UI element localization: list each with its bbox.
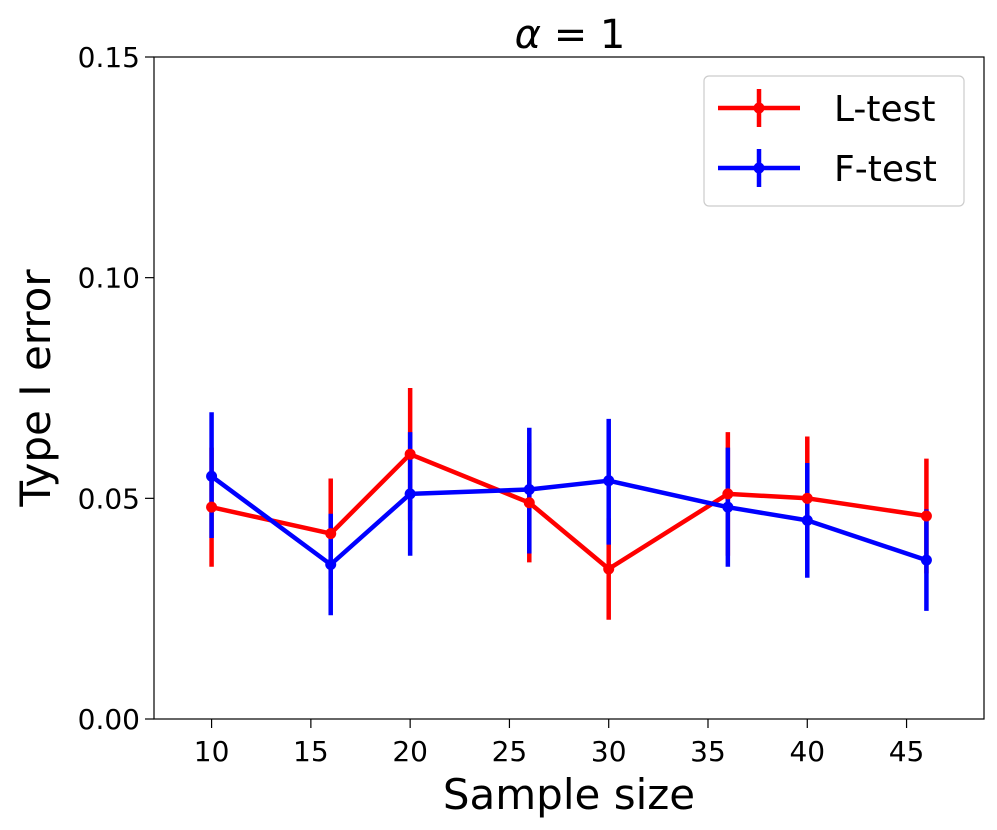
f-test-point [722, 501, 734, 513]
x-tick-label: 20 [392, 735, 428, 768]
x-tick-label: 40 [789, 735, 825, 768]
x-tick-label: 45 [889, 735, 925, 768]
f-test-line [210, 474, 928, 567]
title-rest: = 1 [541, 12, 625, 58]
legend-marker [753, 162, 765, 174]
x-tick-label: 35 [690, 735, 726, 768]
chart-title: α = 1 [515, 12, 626, 58]
f-test-point [603, 475, 615, 487]
y-axis: 0.00 0.05 0.10 0.15 [78, 41, 154, 736]
y-tick-label: 0.15 [78, 41, 140, 74]
f-test-point [920, 554, 932, 566]
series-layer [206, 388, 932, 620]
plot-area [153, 56, 985, 720]
title-symbol: α [515, 12, 541, 58]
l-test-point [722, 488, 734, 500]
l-test-point [523, 497, 535, 509]
f-test-point [206, 470, 218, 482]
l-test-point [404, 448, 416, 460]
f-test-point [801, 514, 813, 526]
l-test-point [920, 510, 932, 522]
x-tick-label: 10 [194, 735, 230, 768]
y-tick-label: 0.00 [78, 703, 140, 736]
y-axis-label: Type I error [11, 269, 60, 508]
l-test-point [325, 528, 337, 540]
legend-label: F-test [834, 149, 937, 190]
f-test-point [404, 488, 416, 500]
x-axis: 10 15 20 25 30 35 40 45 [194, 719, 925, 768]
l-test-point [801, 492, 813, 504]
f-test-point [325, 559, 337, 571]
x-tick-label: 25 [492, 735, 528, 768]
x-tick-label: 15 [293, 735, 329, 768]
l-test-point [206, 501, 218, 513]
f-test-point [523, 484, 535, 496]
l-test-point [603, 563, 615, 575]
y-tick-label: 0.10 [78, 262, 140, 295]
legend-label: L-test [834, 89, 936, 130]
legend-item-f-test: F-test [718, 149, 937, 190]
legend-item-l-test: L-test [718, 89, 936, 130]
l-test-line [211, 451, 927, 572]
legend-marker [753, 102, 765, 114]
y-tick-label: 0.05 [78, 482, 140, 515]
x-tick-label: 30 [591, 735, 627, 768]
legend: L-test F-test [703, 75, 965, 207]
svg-text:α = 1: α = 1 [515, 12, 626, 58]
x-axis-label: Sample size [443, 770, 695, 819]
